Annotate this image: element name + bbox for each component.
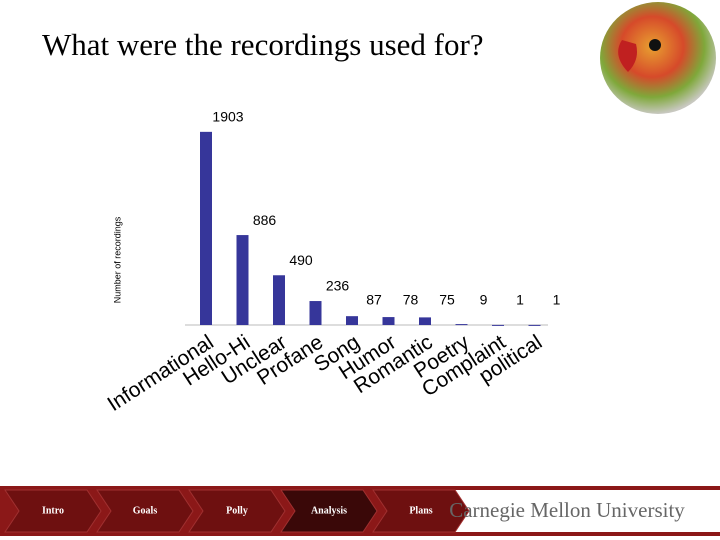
data-label: 490	[289, 252, 313, 268]
y-axis-label: Number of recordings	[112, 216, 122, 303]
nav-item[interactable]: Intro	[42, 505, 64, 516]
nav-tab[interactable]	[188, 489, 286, 533]
data-label: 236	[326, 278, 350, 294]
data-label: 78	[403, 292, 419, 308]
data-label: 1903	[212, 109, 243, 125]
nav-tab[interactable]	[4, 489, 102, 533]
slide-title: What were the recordings used for?	[42, 27, 484, 62]
nav-tab[interactable]	[280, 489, 378, 533]
parrot-eye	[649, 39, 661, 51]
bar	[346, 316, 358, 325]
nav-item[interactable]: Analysis	[311, 505, 347, 516]
bar	[273, 275, 285, 325]
data-label: 886	[253, 212, 277, 228]
nav-item[interactable]: Polly	[226, 505, 248, 516]
nav-tab[interactable]	[372, 489, 470, 533]
parrot-beak	[618, 40, 637, 72]
data-label: 87	[366, 292, 382, 308]
nav-item[interactable]: Goals	[133, 505, 158, 516]
data-label: 1	[516, 292, 524, 308]
brand-box	[445, 490, 720, 532]
bar	[200, 131, 212, 325]
data-label: 9	[480, 292, 488, 308]
data-label: 1	[553, 292, 561, 308]
bar	[455, 324, 468, 326]
nav-tab[interactable]	[96, 489, 194, 533]
data-label: 75	[439, 292, 455, 308]
bar	[236, 235, 249, 325]
brand: Carnegie Mellon University	[449, 498, 685, 522]
parrot-photo	[600, 2, 716, 114]
bar	[419, 317, 431, 325]
nav-item[interactable]: Plans	[409, 505, 432, 516]
bar	[382, 317, 395, 325]
bar	[492, 324, 504, 326]
bar	[309, 301, 322, 325]
bar	[528, 324, 541, 326]
